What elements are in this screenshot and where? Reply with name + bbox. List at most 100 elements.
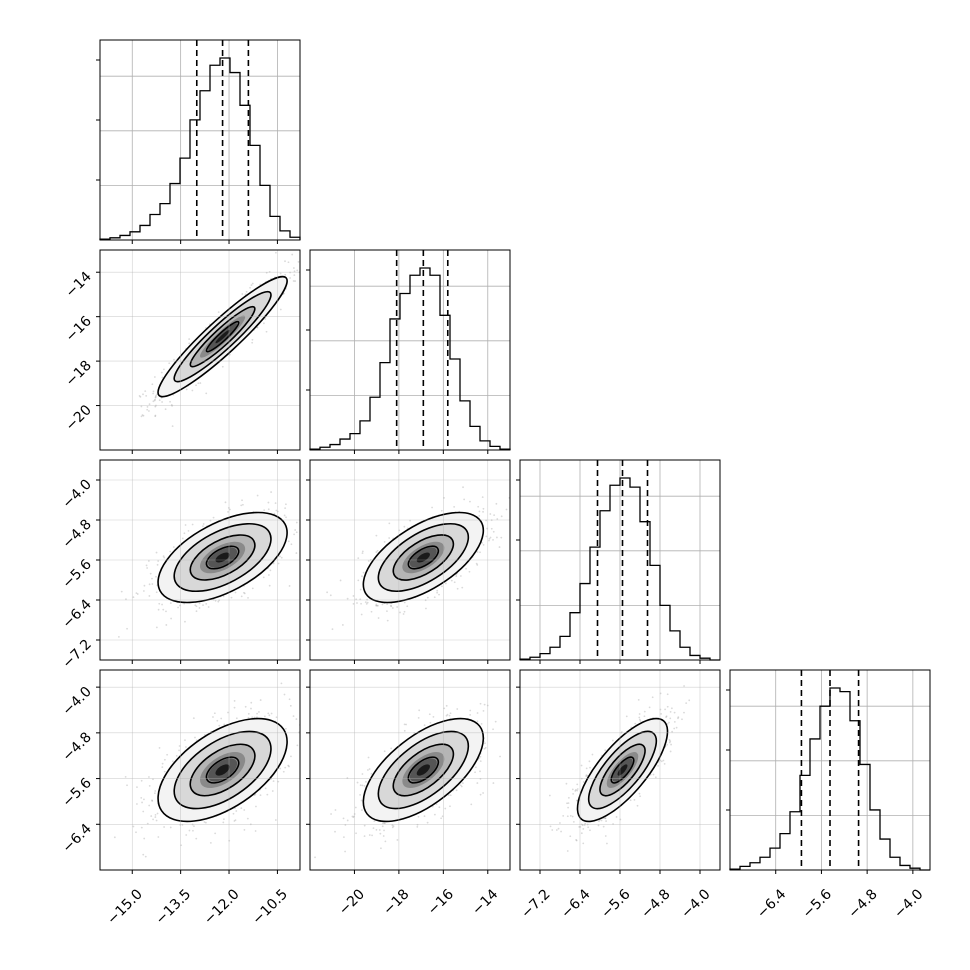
scatter-point	[312, 270, 314, 272]
scatter-point	[666, 693, 669, 696]
scatter-point	[306, 744, 308, 746]
scatter-point	[456, 587, 459, 590]
scatter-point	[151, 583, 154, 585]
scatter-point	[136, 786, 138, 789]
scatter-point	[331, 628, 334, 631]
scatter-point	[428, 713, 431, 716]
scatter-point	[416, 825, 419, 828]
scatter-point	[140, 415, 143, 418]
scatter-point	[280, 682, 283, 685]
scatter-point	[668, 739, 671, 741]
scatter-point	[403, 601, 406, 604]
scatter-point	[143, 584, 146, 587]
y-tick-label: −5.6	[59, 556, 94, 591]
scatter-point	[375, 828, 378, 831]
scatter-point	[597, 824, 600, 827]
scatter-point	[285, 503, 287, 506]
scatter-point	[161, 603, 163, 606]
scatter-point	[438, 593, 440, 596]
scatter-point	[505, 508, 508, 511]
scatter-point	[187, 529, 190, 532]
histogram-panel-4	[726, 669, 931, 871]
axes-frame	[99, 39, 301, 241]
scatter-point	[582, 842, 585, 845]
scatter-point	[275, 716, 278, 719]
scatter-point	[148, 776, 150, 778]
joint-panel-3-4	[519, 669, 721, 871]
scatter-point	[559, 822, 561, 824]
scatter-point	[172, 760, 174, 763]
scatter-point	[585, 775, 588, 778]
scatter-point	[604, 749, 607, 752]
scatter-point	[293, 533, 296, 536]
scatter-point	[669, 717, 672, 720]
x-tick-label: −16	[425, 886, 457, 918]
scatter-point	[488, 537, 491, 540]
scatter-point	[531, 468, 533, 470]
scatter-point	[436, 589, 439, 592]
scatter-point	[169, 400, 171, 403]
histogram-panel-3	[516, 459, 721, 661]
scatter-point	[288, 585, 291, 587]
scatter-point	[498, 546, 501, 548]
scatter-point	[492, 538, 494, 541]
scatter-point	[456, 708, 459, 710]
scatter-point	[148, 804, 151, 807]
scatter-point	[611, 739, 614, 742]
scatter-point	[657, 764, 660, 767]
scatter-point	[585, 774, 588, 777]
x-tick-label: −6.4	[558, 886, 593, 921]
scatter-point	[284, 727, 287, 730]
scatter-point	[474, 771, 476, 774]
scatter-point	[664, 708, 667, 711]
scatter-point	[156, 812, 159, 815]
scatter-point	[163, 758, 166, 761]
scatter-point	[202, 523, 205, 525]
scatter-point	[566, 802, 568, 805]
scatter-point	[600, 819, 603, 822]
scatter-point	[155, 551, 158, 554]
scatter-point	[584, 822, 587, 825]
tick-marks	[775, 870, 914, 874]
scatter-point	[138, 395, 141, 397]
scatter-point	[256, 716, 258, 719]
scatter-point	[361, 550, 364, 553]
scatter-point	[450, 579, 453, 582]
scatter-point	[153, 399, 156, 402]
scatter-point	[576, 788, 579, 790]
scatter-point	[157, 560, 160, 562]
scatter-point	[140, 826, 143, 829]
tick-marks	[353, 450, 489, 454]
scatter-point	[372, 827, 375, 830]
scatter-point	[668, 741, 671, 744]
scatter-point	[154, 790, 157, 792]
scatter-point	[660, 760, 663, 763]
scatter-point	[91, 443, 93, 445]
scatter-point	[220, 717, 223, 720]
scatter-point	[383, 822, 385, 824]
contour-line	[377, 522, 470, 593]
scatter-point	[224, 501, 227, 504]
scatter-point	[455, 789, 458, 792]
scatter-point	[575, 788, 577, 791]
scatter-point	[638, 713, 641, 715]
scatter-point	[448, 714, 451, 717]
scatter-point	[306, 727, 308, 729]
scatter-point	[444, 807, 447, 810]
scatter-point	[140, 779, 143, 782]
scatter-point	[326, 591, 329, 594]
scatter-point	[126, 784, 128, 787]
scatter-point	[496, 536, 498, 539]
scatter-point	[386, 610, 388, 613]
scatter-point	[643, 710, 646, 713]
scatter-point	[259, 283, 262, 286]
scatter-point	[363, 835, 366, 838]
scatter-point	[284, 260, 286, 263]
scatter-point	[145, 564, 148, 567]
scatter-point	[346, 597, 349, 600]
scatter-point	[359, 793, 361, 796]
scatter-point	[489, 513, 492, 515]
scatter-point	[572, 792, 575, 795]
scatter-point	[576, 789, 579, 792]
scatter-point	[316, 257, 318, 259]
